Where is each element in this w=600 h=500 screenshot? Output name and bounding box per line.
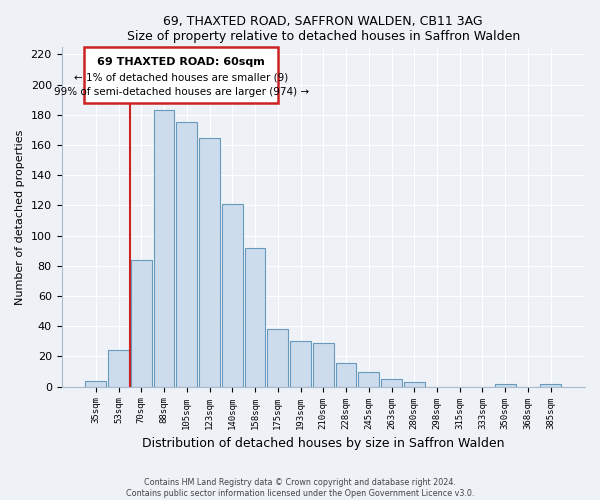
Bar <box>245 248 265 386</box>
Bar <box>335 362 356 386</box>
Bar <box>131 260 152 386</box>
Text: 99% of semi-detached houses are larger (974) →: 99% of semi-detached houses are larger (… <box>53 87 308 97</box>
Bar <box>176 122 197 386</box>
Bar <box>381 379 402 386</box>
Bar <box>495 384 516 386</box>
Bar <box>85 380 106 386</box>
Bar <box>268 330 288 386</box>
Y-axis label: Number of detached properties: Number of detached properties <box>15 129 25 304</box>
Bar <box>540 384 561 386</box>
Bar <box>313 343 334 386</box>
Text: 69 THAXTED ROAD: 60sqm: 69 THAXTED ROAD: 60sqm <box>97 57 265 67</box>
Bar <box>154 110 175 386</box>
Bar <box>108 350 129 386</box>
Title: 69, THAXTED ROAD, SAFFRON WALDEN, CB11 3AG
Size of property relative to detached: 69, THAXTED ROAD, SAFFRON WALDEN, CB11 3… <box>127 15 520 43</box>
X-axis label: Distribution of detached houses by size in Saffron Walden: Distribution of detached houses by size … <box>142 437 505 450</box>
Text: Contains HM Land Registry data © Crown copyright and database right 2024.
Contai: Contains HM Land Registry data © Crown c… <box>126 478 474 498</box>
Bar <box>290 342 311 386</box>
Text: ← 1% of detached houses are smaller (9): ← 1% of detached houses are smaller (9) <box>74 72 288 82</box>
Bar <box>222 204 243 386</box>
Bar <box>199 138 220 386</box>
FancyBboxPatch shape <box>85 47 278 103</box>
Bar <box>358 372 379 386</box>
Bar <box>404 382 425 386</box>
